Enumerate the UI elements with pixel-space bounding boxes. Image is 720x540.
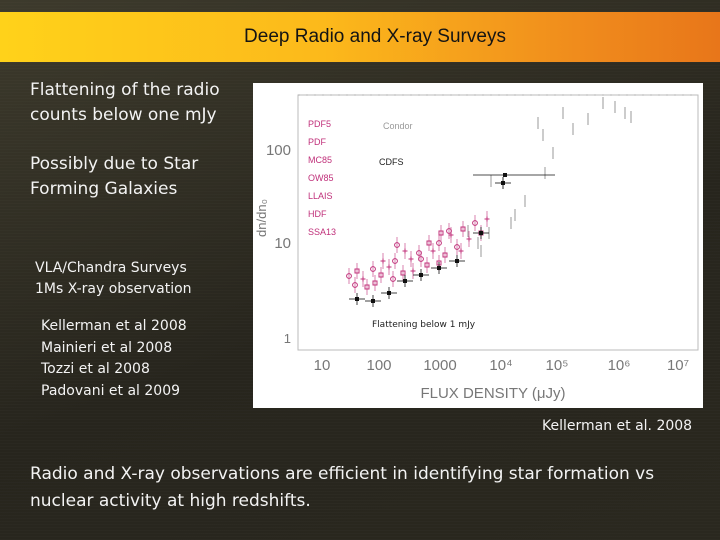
x-tick-label: 10⁷ xyxy=(667,357,689,374)
x-tick-label: 10⁶ xyxy=(608,357,631,374)
title-bar: Deep Radio and X-ray Surveys xyxy=(0,12,720,62)
x-tick-label: 10⁵ xyxy=(546,357,569,374)
reference-points xyxy=(467,97,632,257)
xray-line: 1Ms X-ray observation xyxy=(35,281,192,297)
y-tick-label: 100 xyxy=(266,142,291,159)
reference-item: Padovani et al 2009 xyxy=(41,382,181,399)
chandra-point xyxy=(503,173,507,177)
bullet-radio-counts: Flattening of the radio counts below one… xyxy=(30,80,220,125)
legend-item: HDF xyxy=(308,209,327,219)
survey-points xyxy=(346,211,490,295)
surveys-line: VLA/Chandra Surveys xyxy=(35,260,187,276)
legend-item: LLAIS xyxy=(308,191,333,201)
legend-item: MC85 xyxy=(308,155,332,165)
legend-item: Condor xyxy=(383,121,413,131)
conclusion-text: Radio and X-ray observations are efficie… xyxy=(30,464,655,511)
legend-right: Condor CDFS xyxy=(379,121,413,167)
reference-item: Kellerman et al 2008 xyxy=(41,318,187,334)
reference-list: Kellerman et al 2008 Mainieri et al 2008… xyxy=(41,316,187,402)
flattening-annotation: Flattening below 1 mJy xyxy=(372,320,476,330)
x-tick-label: 10⁴ xyxy=(489,357,512,374)
reference-item: Mainieri et al 2008 xyxy=(41,339,173,356)
legend-item: PDF xyxy=(308,137,327,147)
legend-left: PDF5 PDF MC85 OW85 LLAIS HDF SSA13 xyxy=(308,119,336,237)
chandra-points xyxy=(349,173,555,307)
x-tick-label: 10 xyxy=(314,357,331,374)
bullet-star-forming: Possibly due to Star Forming Galaxies xyxy=(30,154,199,199)
figure-svg: 1 10 100 dn/dn₀ 10 100 1000 10⁴ 10⁵ 10⁶ … xyxy=(254,94,699,402)
y-tick-label: 1 xyxy=(284,331,291,346)
legend-item: CDFS xyxy=(379,157,404,167)
plot-frame xyxy=(297,94,699,351)
y-axis-label: dn/dn₀ xyxy=(254,199,269,237)
slide-title: Deep Radio and X-ray Surveys xyxy=(244,26,506,47)
reference-item: Tozzi et al 2008 xyxy=(41,361,150,377)
y-tick-label: 10 xyxy=(274,235,291,252)
x-tick-label: 100 xyxy=(366,357,391,374)
legend-item: OW85 xyxy=(308,173,334,183)
bullet-surveys: VLA/Chandra Surveys 1Ms X-ray observatio… xyxy=(35,258,250,300)
legend-item: SSA13 xyxy=(308,227,336,237)
figure-caption: Kellerman et al. 2008 xyxy=(542,418,693,434)
source-counts-figure: 1 10 100 dn/dn₀ 10 100 1000 10⁴ 10⁵ 10⁶ … xyxy=(253,83,703,408)
legend-item: PDF5 xyxy=(308,119,331,129)
x-tick-label: 1000 xyxy=(423,357,456,374)
x-axis-label: FLUX DENSITY (μJy) xyxy=(420,385,565,402)
